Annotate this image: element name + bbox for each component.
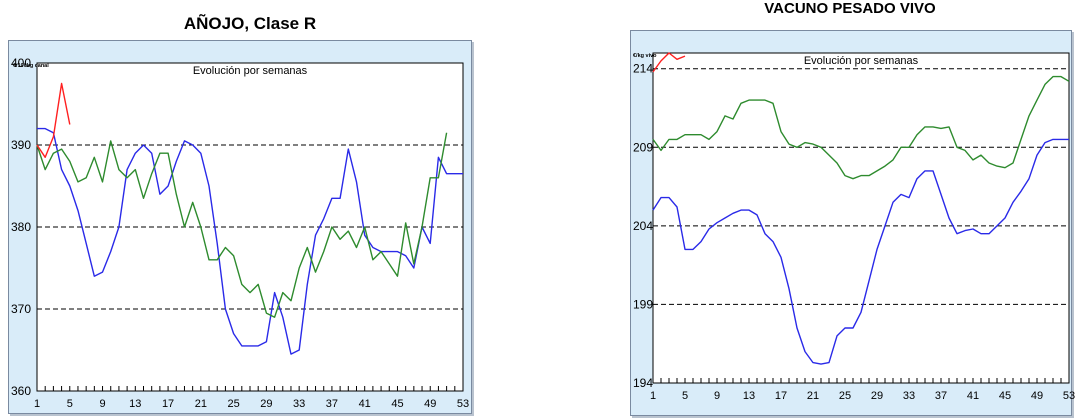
x-tick-label-29: 29: [260, 398, 272, 410]
plot-area: [652, 52, 1070, 384]
y-tick-label-209: 209: [633, 140, 653, 154]
x-tick-label-9: 9: [99, 398, 105, 410]
x-tick-label-53: 53: [1063, 390, 1075, 402]
x-tick-label-37: 37: [935, 390, 947, 402]
x-tick-label-29: 29: [871, 390, 883, 402]
x-tick-label-33: 33: [903, 390, 915, 402]
series-line-0: [652, 138, 1069, 365]
y-tick-label-380: 380: [11, 220, 31, 234]
x-tick-label-17: 17: [162, 398, 174, 410]
y-tick-label-204: 204: [633, 219, 653, 233]
unit-label: €/kg vivo: [633, 53, 657, 59]
x-tick-label-25: 25: [227, 398, 239, 410]
x-tick-label-41: 41: [967, 390, 979, 402]
chart-panel-vacuno: Evolución por semanas €/kg vivo 194 199 204 2…: [630, 30, 1075, 416]
x-tick-label-33: 33: [293, 398, 305, 410]
x-tick-label-41: 41: [359, 398, 371, 410]
x-tick-label-49: 49: [1031, 390, 1043, 402]
y-tick-label-360: 360: [11, 384, 31, 398]
y-tick-label-214: 214: [633, 62, 653, 76]
x-tick-label-1: 1: [34, 398, 40, 410]
series-line-2: [652, 52, 686, 73]
x-tick-label-21: 21: [807, 390, 819, 402]
y-tick-label-390: 390: [11, 138, 31, 152]
series-line-1: [36, 132, 448, 318]
y-tick-label-370: 370: [11, 302, 31, 316]
x-tick-label-17: 17: [775, 390, 787, 402]
x-tick-label-9: 9: [714, 390, 720, 402]
series-line-0: [37, 127, 463, 355]
x-tick-label-37: 37: [326, 398, 338, 410]
chart-anojo-svg: Evolución por semanas €/100kg canal 360 370…: [11, 56, 469, 410]
chart-vacuno-svg: Evolución por semanas €/kg vivo 194 199 204 2…: [633, 52, 1075, 402]
series-line-2: [36, 82, 71, 159]
chart-subtitle: Evolución por semanas: [193, 65, 308, 77]
x-tick-label-53: 53: [457, 398, 469, 410]
x-tick-label-49: 49: [424, 398, 436, 410]
chart-panel-anojo: Evolución por semanas €/100kg canal 360 370…: [8, 40, 472, 414]
y-tick-label-194: 194: [633, 376, 653, 390]
y-tick-label-400: 400: [11, 56, 31, 70]
series-line-1: [652, 75, 1070, 180]
x-tick-label-5: 5: [67, 398, 73, 410]
x-tick-label-45: 45: [999, 390, 1011, 402]
chart-subtitle: Evolución por semanas: [804, 55, 919, 67]
x-tick-label-13: 13: [743, 390, 755, 402]
x-tick-label-1: 1: [650, 390, 656, 402]
x-tick-label-13: 13: [129, 398, 141, 410]
y-tick-label-199: 199: [633, 297, 653, 311]
x-tick-label-45: 45: [391, 398, 403, 410]
x-tick-label-21: 21: [195, 398, 207, 410]
unit-label: €/100kg canal: [13, 63, 49, 69]
x-tick-label-5: 5: [682, 390, 688, 402]
chart-title-vacuno: VACUNO PESADO VIVO: [764, 0, 936, 17]
chart-title-anojo: AÑOJO, Clase R: [183, 14, 317, 33]
x-tick-label-25: 25: [839, 390, 851, 402]
